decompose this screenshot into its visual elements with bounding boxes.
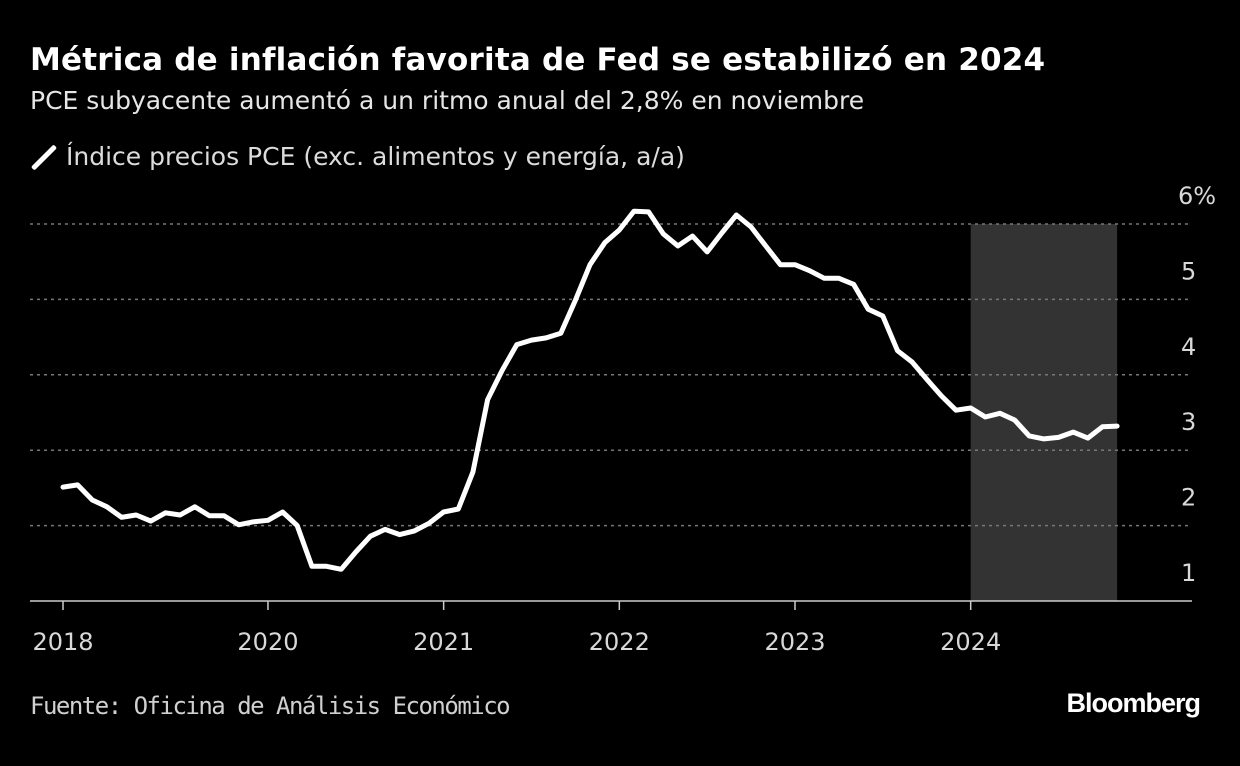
chart-title: Métrica de inflación favorita de Fed se … xyxy=(30,42,1046,78)
x-tick-label: 2022 xyxy=(589,628,650,656)
y-tick-label: 6% xyxy=(1178,182,1216,210)
y-tick-label: 4 xyxy=(1181,333,1196,361)
legend-label: Índice precios PCE (exc. alimentos y ene… xyxy=(66,142,685,171)
source-note: Fuente: Oficina de Análisis Económico xyxy=(30,692,511,720)
y-tick-label: 5 xyxy=(1181,257,1196,285)
series-line-core-pce xyxy=(60,208,1120,572)
y-tick-label: 1 xyxy=(1181,559,1196,587)
bloomberg-logo: Bloomberg xyxy=(1066,688,1201,718)
legend: Índice precios PCE (exc. alimentos y ene… xyxy=(30,142,685,171)
x-tick-label: 2021 xyxy=(413,628,474,656)
x-tick-label: 2020 xyxy=(237,628,298,656)
y-tick-label: 2 xyxy=(1181,484,1196,512)
x-tick-label: 2023 xyxy=(764,628,825,656)
x-tick-label: 2024 xyxy=(940,628,1001,656)
chart-subtitle: PCE subyacente aumentó a un ritmo anual … xyxy=(30,86,865,115)
shaded-2024-region xyxy=(970,224,1118,601)
x-tick-label: 2018 xyxy=(32,628,93,656)
y-tick-label: 3 xyxy=(1181,408,1196,436)
